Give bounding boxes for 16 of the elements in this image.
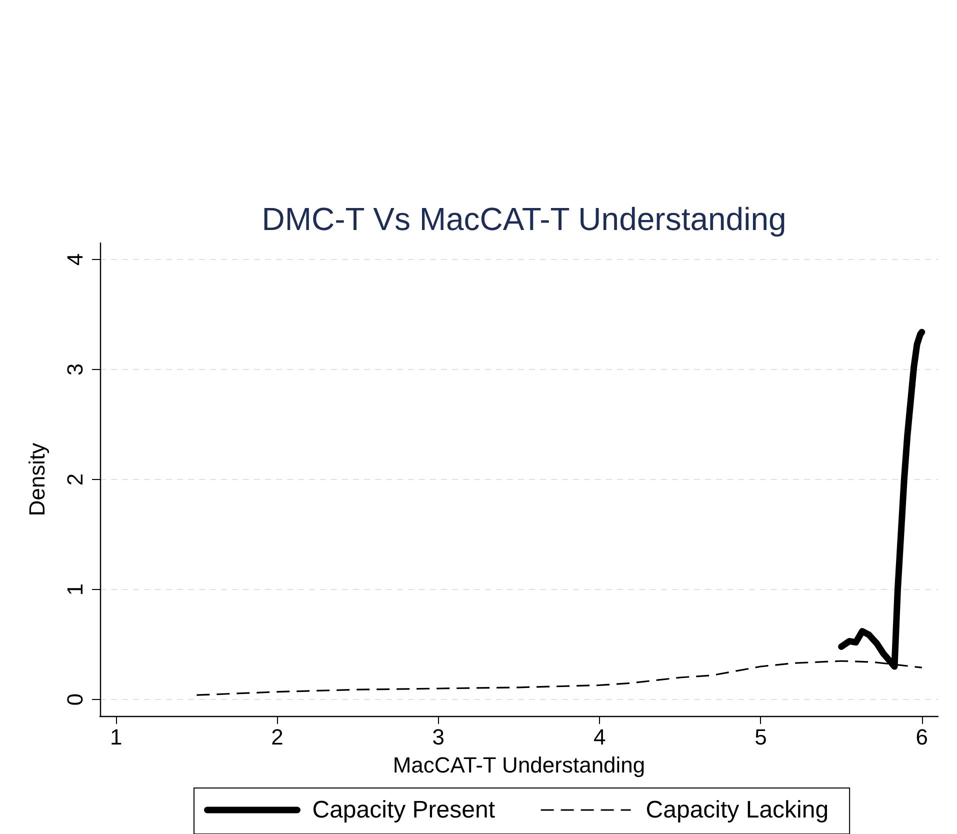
x-tick-label: 6	[916, 724, 928, 750]
x-tick-label: 2	[271, 724, 284, 750]
chart-title: DMC-T Vs MacCAT-T Understanding	[262, 201, 786, 237]
x-axis-title: MacCAT-T Understanding	[392, 752, 646, 778]
legend-label: Capacity Present	[312, 796, 496, 824]
y-tick-label: 3	[62, 363, 88, 376]
y-axis-title: Density	[24, 442, 50, 516]
x-tick-label: 3	[432, 724, 445, 750]
y-tick-label: 1	[62, 583, 88, 596]
x-tick-label: 5	[754, 724, 767, 750]
x-tick-label: 1	[110, 724, 122, 750]
y-tick-label: 4	[62, 253, 88, 266]
x-tick-label: 4	[593, 724, 606, 750]
y-tick-label: 2	[62, 473, 88, 486]
legend-label: Capacity Lacking	[646, 796, 829, 824]
y-tick-label: 0	[62, 693, 88, 706]
